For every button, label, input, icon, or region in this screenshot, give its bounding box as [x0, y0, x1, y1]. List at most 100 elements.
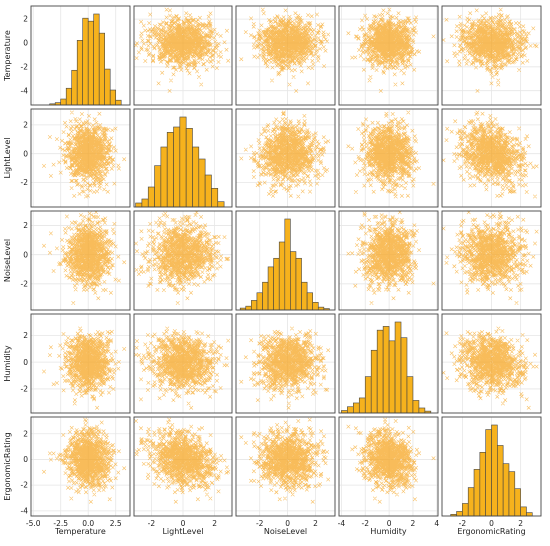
y-tick-label: 2	[23, 221, 28, 230]
scatter-points	[42, 110, 127, 199]
histogram-bar	[87, 20, 94, 106]
x-tick-label: 0	[285, 519, 290, 528]
y-tick-label: 2	[23, 331, 28, 340]
scatter-points	[134, 417, 231, 504]
histogram-bar	[109, 89, 116, 106]
histogram-bar	[278, 241, 286, 311]
y-axis-label: NoiseLevel	[3, 239, 12, 282]
histogram-bar	[192, 146, 200, 208]
histogram-bar	[284, 218, 291, 311]
histogram-bar	[388, 340, 396, 414]
panel-lightlevel-vs-ergonomicrating	[441, 108, 542, 208]
histogram-bar	[245, 305, 252, 311]
panel-noiselevel-vs-lightlevel	[133, 210, 233, 311]
histogram-bar	[98, 32, 105, 106]
scatter-points	[346, 210, 436, 305]
histogram-bar	[82, 17, 89, 106]
histogram-bar	[135, 202, 143, 208]
x-tick-label: 2	[313, 519, 318, 528]
scatter-points	[346, 110, 436, 199]
x-tick-label: -4	[338, 519, 346, 528]
histogram-bar	[76, 40, 83, 106]
panel-ergonomicrating-vs-humidity	[338, 416, 439, 517]
histogram-bar	[115, 99, 122, 106]
histogram-bar	[166, 132, 174, 208]
panel-temperature-vs-noiselevel	[235, 5, 336, 106]
histogram-bar	[267, 266, 274, 311]
scatter-points	[42, 326, 127, 410]
y-tick-label: -2	[21, 279, 29, 288]
panel-humidity-vs-noiselevel	[235, 313, 336, 414]
y-tick-label: -2	[21, 481, 29, 490]
scatter-points	[42, 417, 127, 504]
panel-ergonomicrating-vs-noiselevel	[235, 416, 336, 517]
histogram-bar	[160, 146, 168, 208]
histogram-bar	[60, 98, 67, 106]
y-tick-label: 0	[23, 455, 28, 464]
x-tick-label: -5.0	[26, 519, 41, 528]
histogram-bar	[418, 407, 426, 414]
panel-noiselevel-vs-ergonomicrating	[441, 210, 542, 311]
y-tick-label: -2	[21, 178, 29, 187]
panel-humidity-vs-temperature	[30, 313, 131, 414]
y-tick-label: -2	[21, 62, 29, 71]
panel-temperature-vs-lightlevel	[133, 5, 233, 106]
y-tick-label: 0	[23, 149, 28, 158]
histogram-bar	[204, 174, 212, 208]
histogram-bar	[173, 126, 181, 208]
y-tick-label: -2	[21, 385, 29, 394]
histogram-bar	[256, 292, 263, 311]
y-tick-label: 2	[23, 15, 28, 24]
histogram-bar	[491, 424, 498, 517]
panel-humidity-vs-humidity	[338, 313, 439, 414]
histogram-bar	[347, 406, 354, 414]
histogram-bar	[185, 128, 193, 208]
histogram-bar	[406, 376, 414, 414]
histogram-bar	[526, 512, 533, 517]
scatter-points	[441, 110, 539, 199]
histogram-bar	[295, 257, 302, 311]
scatter-points	[239, 417, 331, 504]
panel-lightlevel-vs-temperature	[30, 108, 131, 208]
scatter-points	[346, 7, 436, 93]
histogram-bar	[301, 281, 308, 311]
histogram-bar	[273, 257, 280, 311]
histogram-bar	[290, 251, 297, 311]
y-tick-label: 0	[23, 39, 28, 48]
x-tick-label: -2	[148, 519, 156, 528]
panel-ergonomicrating-vs-temperature	[30, 416, 131, 517]
histogram-bar	[508, 471, 516, 517]
histogram-bar	[141, 198, 149, 208]
histogram-bar	[353, 402, 360, 414]
x-tick-label: 2.5	[110, 519, 122, 528]
histogram-bar	[251, 300, 258, 311]
histogram-bar	[147, 186, 155, 208]
histogram-bar	[497, 445, 504, 517]
histogram-bar	[364, 376, 372, 414]
x-axis-label: Temperature	[54, 527, 106, 536]
x-tick-label: 2	[518, 519, 523, 528]
x-tick-label: 2	[212, 519, 217, 528]
scatter-points	[134, 326, 231, 410]
histogram-bar	[479, 451, 486, 517]
histogram-bar	[485, 429, 492, 517]
histogram-bar	[394, 321, 402, 414]
y-tick-label: -4	[21, 86, 29, 95]
histogram-bar	[71, 69, 78, 106]
x-tick-label: 0.0	[82, 519, 94, 528]
histogram-bar	[520, 506, 527, 517]
panel-lightlevel-vs-humidity	[338, 108, 439, 208]
y-axis-label: Temperature	[3, 30, 12, 82]
panel-lightlevel-vs-noiselevel	[235, 108, 336, 208]
scatter-points	[239, 326, 331, 410]
y-axis-label: Humidity	[3, 345, 12, 382]
histogram-bar	[456, 511, 463, 517]
x-tick-label: -2.5	[53, 519, 68, 528]
panel-noiselevel-vs-temperature	[30, 210, 131, 311]
scatter-points	[441, 326, 539, 410]
panel-temperature-vs-humidity	[338, 5, 439, 106]
y-tick-label: -4	[21, 506, 29, 515]
histogram-bar	[467, 487, 475, 517]
histogram-bar	[376, 329, 384, 414]
